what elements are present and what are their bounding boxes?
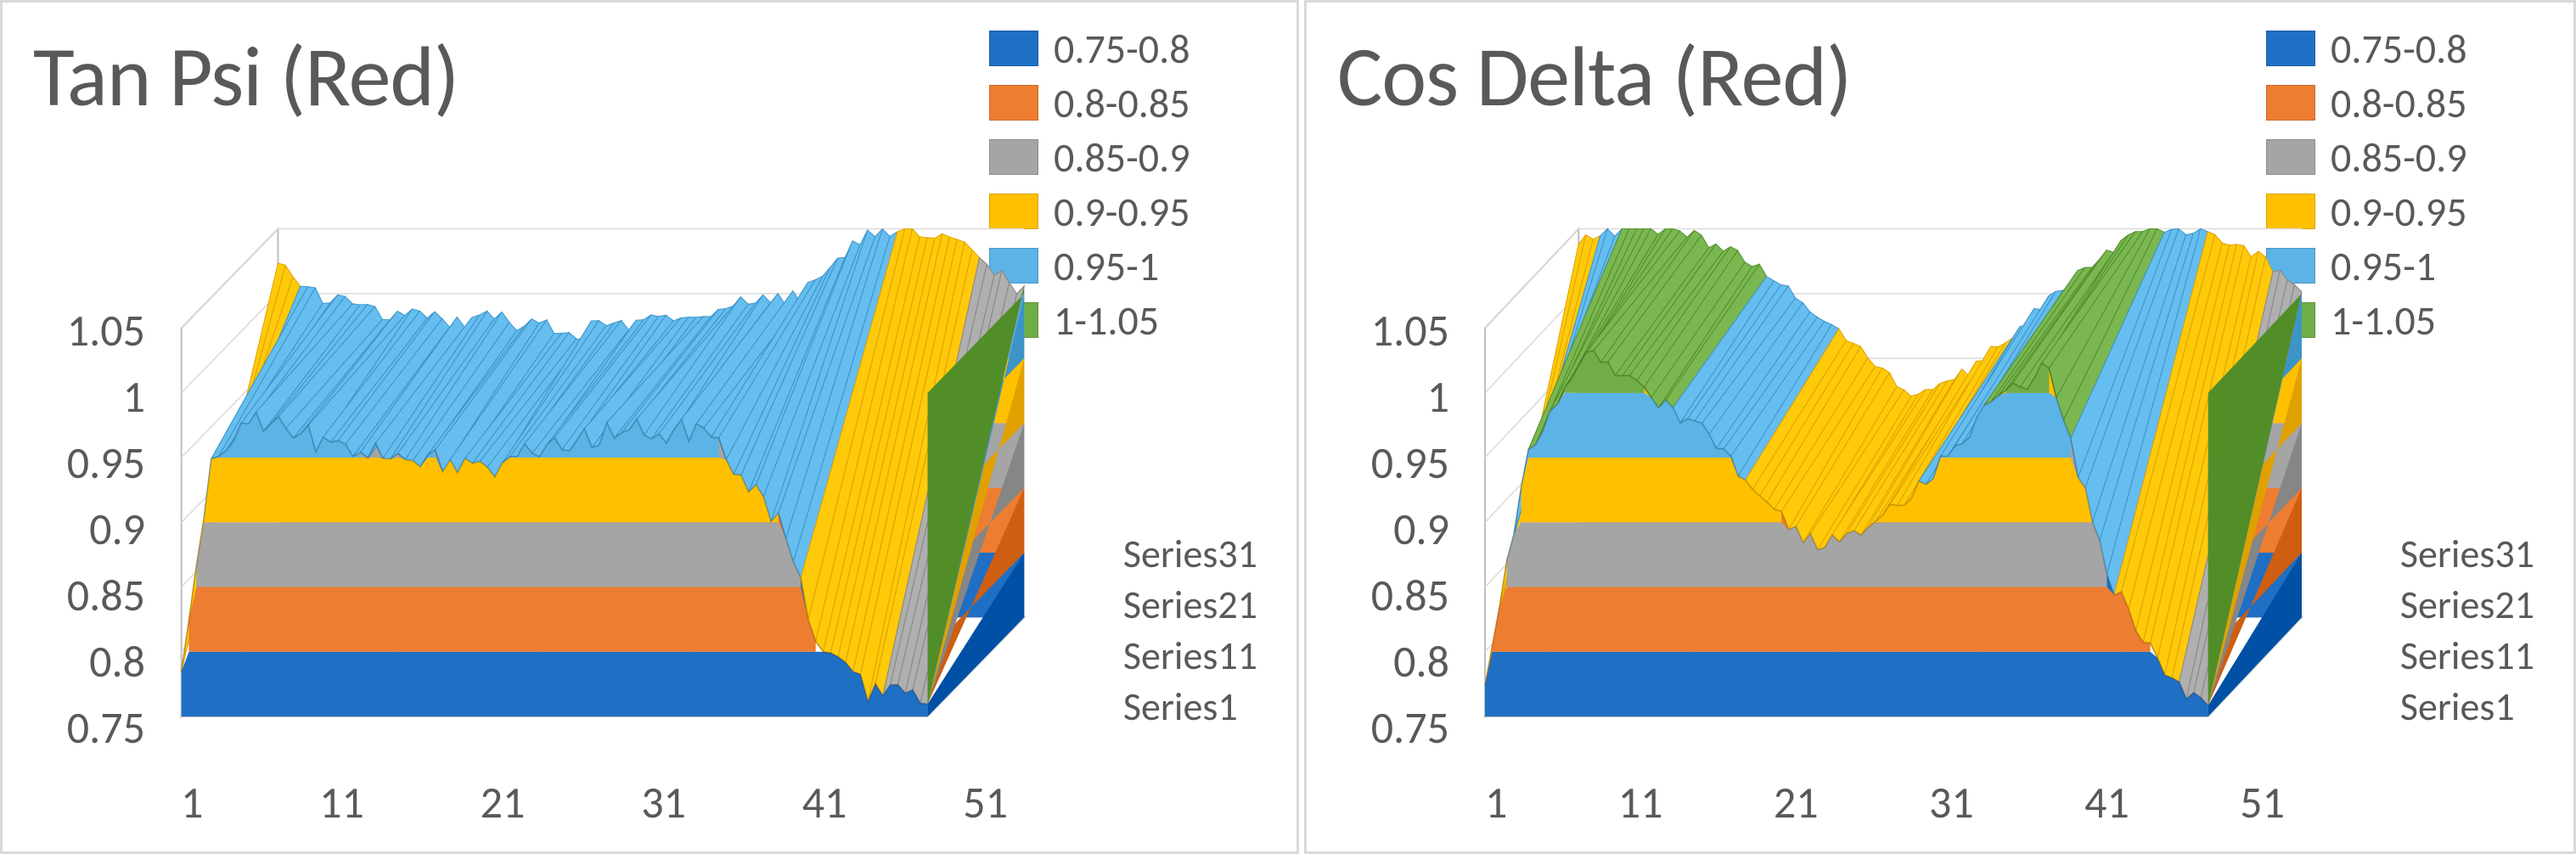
x-tick-label: 41 bbox=[802, 775, 847, 829]
x-axis-ticks: 11121314151 bbox=[181, 775, 1008, 829]
legend-swatch bbox=[989, 31, 1038, 66]
legend-item: 0.75-0.8 bbox=[989, 21, 1269, 76]
z-tick-label: 0.9 bbox=[18, 507, 145, 551]
series-tick-label: Series21 bbox=[2400, 580, 2534, 631]
x-tick-label: 21 bbox=[481, 775, 526, 829]
legend-label: 0.8-0.85 bbox=[1054, 78, 1190, 128]
x-tick-label: 1 bbox=[181, 775, 203, 829]
legend-label: 0.75-0.8 bbox=[2331, 24, 2467, 74]
x-tick-label: 51 bbox=[963, 775, 1008, 829]
z-tick-label: 0.85 bbox=[18, 573, 145, 617]
legend-swatch bbox=[989, 85, 1038, 121]
series-tick-label: Series31 bbox=[1123, 529, 1257, 580]
legend-item: 0.75-0.8 bbox=[2266, 21, 2546, 76]
legend-label: 0.95-1 bbox=[1054, 241, 1159, 291]
legend-label: 0.9-0.95 bbox=[2331, 187, 2467, 237]
legend-label: 0.75-0.8 bbox=[1054, 24, 1190, 74]
series-tick-label: Series31 bbox=[2400, 529, 2534, 580]
chart-title: Tan Psi (Red) bbox=[33, 25, 458, 128]
x-tick-label: 21 bbox=[1774, 775, 1819, 829]
x-tick-label: 31 bbox=[641, 775, 686, 829]
legend-label: 1-1.05 bbox=[2331, 295, 2436, 346]
legend-label: 0.85-0.9 bbox=[2331, 132, 2467, 183]
legend-label: 0.95-1 bbox=[2331, 241, 2436, 291]
series-tick-label: Series21 bbox=[1123, 580, 1257, 631]
surface-plot bbox=[164, 121, 1042, 750]
legend-label: 1-1.05 bbox=[1054, 295, 1159, 346]
legend-label: 0.8-0.85 bbox=[2331, 78, 2467, 128]
z-tick-label: 1.05 bbox=[1322, 308, 1449, 352]
z-tick-label: 1.05 bbox=[18, 308, 145, 352]
series-tick-label: Series11 bbox=[2400, 631, 2534, 682]
legend-swatch bbox=[2266, 31, 2315, 66]
z-tick-label: 0.85 bbox=[1322, 573, 1449, 617]
x-tick-label: 11 bbox=[1618, 775, 1663, 829]
z-axis-ticks: 1.05 1 0.95 0.9 0.85 0.8 0.75 bbox=[1322, 308, 1449, 750]
panel-cos-delta: Cos Delta (Red)0.75-0.80.8-0.850.85-0.90… bbox=[1304, 0, 2576, 854]
legend-label: 0.85-0.9 bbox=[1054, 132, 1190, 183]
z-tick-label: 1 bbox=[1322, 374, 1449, 419]
z-tick-label: 0.95 bbox=[18, 441, 145, 485]
x-tick-label: 1 bbox=[1485, 775, 1507, 829]
z-tick-label: 0.75 bbox=[1322, 705, 1449, 750]
series-tick-label: Series1 bbox=[1123, 682, 1257, 733]
z-tick-label: 1 bbox=[18, 374, 145, 419]
series-tick-label: Series11 bbox=[1123, 631, 1257, 682]
z-tick-label: 0.95 bbox=[1322, 441, 1449, 485]
panel-tan-psi: Tan Psi (Red)0.75-0.80.8-0.850.85-0.90.9… bbox=[0, 0, 1299, 854]
z-tick-label: 0.8 bbox=[18, 639, 145, 683]
x-tick-label: 11 bbox=[319, 775, 364, 829]
x-tick-label: 31 bbox=[1929, 775, 1974, 829]
x-tick-label: 51 bbox=[2240, 775, 2285, 829]
z-axis-ticks: 1.05 1 0.95 0.9 0.85 0.8 0.75 bbox=[18, 308, 145, 750]
surface-plot bbox=[1468, 121, 2319, 750]
x-axis-ticks: 11121314151 bbox=[1485, 775, 2285, 829]
chart-title: Cos Delta (Red) bbox=[1337, 25, 1851, 128]
figure-pair: Tan Psi (Red)0.75-0.80.8-0.850.85-0.90.9… bbox=[0, 0, 2576, 854]
series-axis-ticks: Series31Series21Series11Series1 bbox=[1123, 529, 1257, 733]
series-tick-label: Series1 bbox=[2400, 682, 2534, 733]
series-axis-ticks: Series31Series21Series11Series1 bbox=[2400, 529, 2534, 733]
z-tick-label: 0.8 bbox=[1322, 639, 1449, 683]
legend-swatch bbox=[2266, 85, 2315, 121]
z-tick-label: 0.75 bbox=[18, 705, 145, 750]
z-tick-label: 0.9 bbox=[1322, 507, 1449, 551]
x-tick-label: 41 bbox=[2084, 775, 2129, 829]
legend-label: 0.9-0.95 bbox=[1054, 187, 1190, 237]
